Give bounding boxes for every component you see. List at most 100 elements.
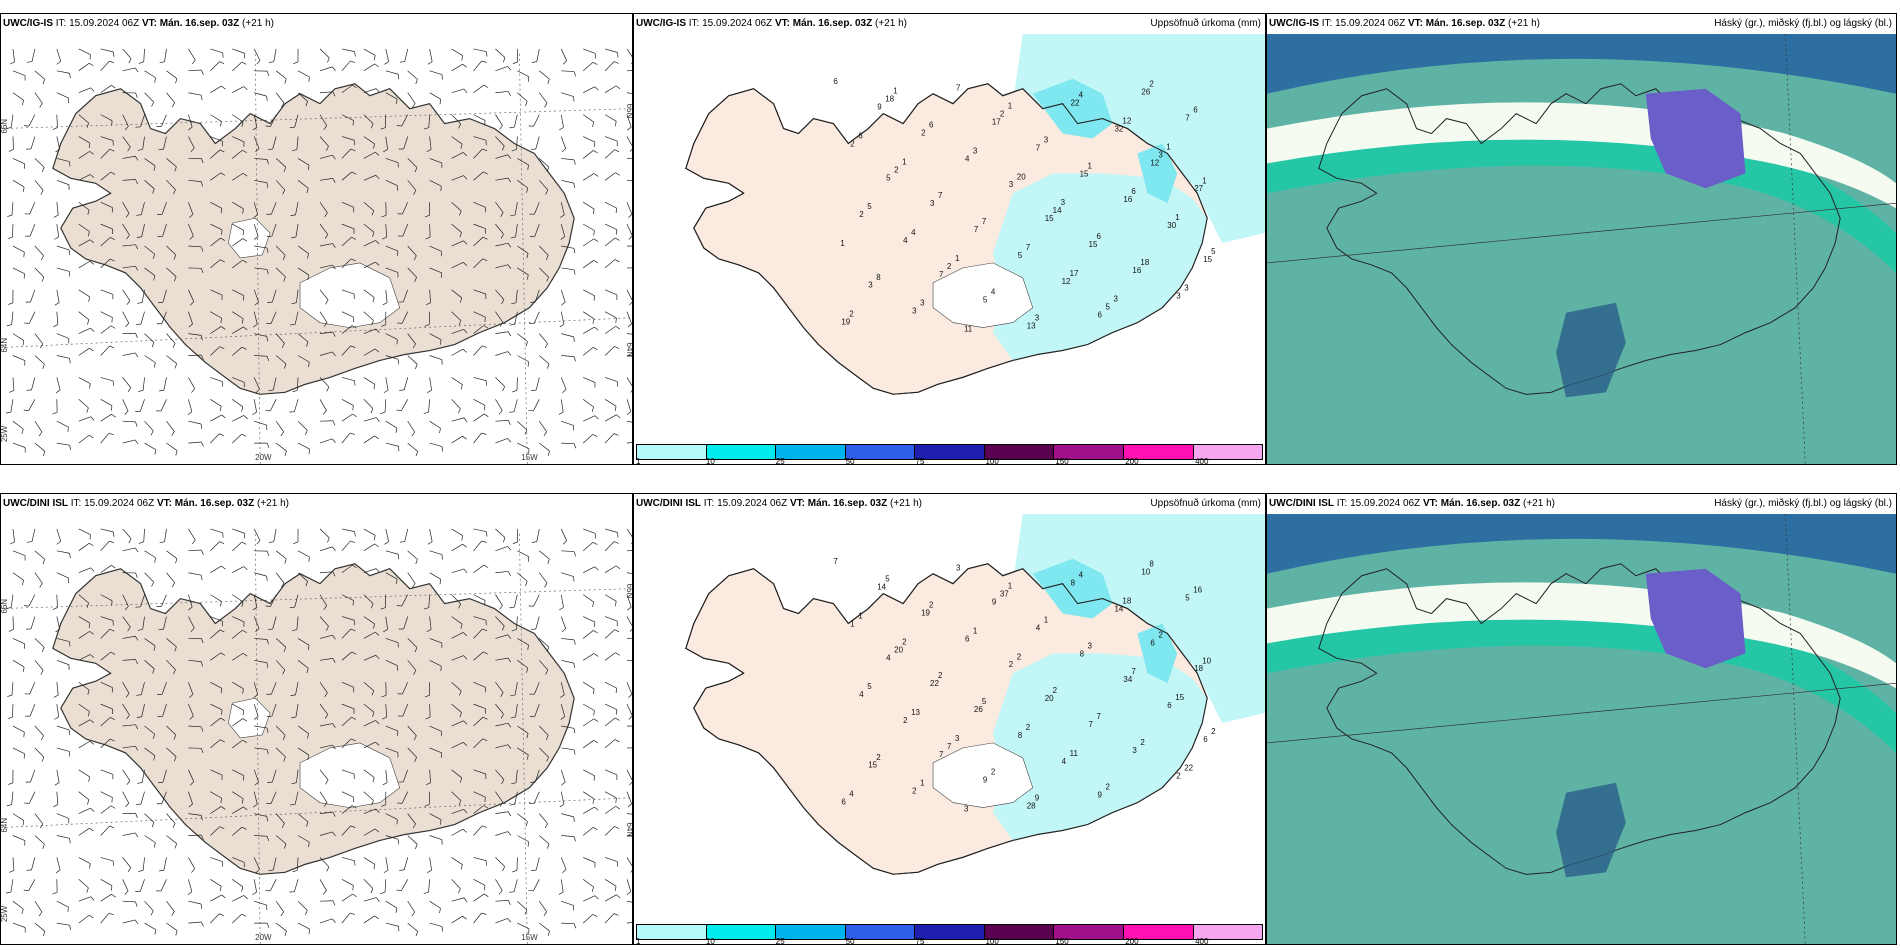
precip-value-label: 6 bbox=[929, 121, 934, 130]
wind-barb bbox=[56, 70, 71, 79]
wind-barb bbox=[23, 114, 36, 127]
wind-barb bbox=[429, 442, 443, 452]
wind-barb bbox=[473, 377, 487, 386]
cloud-map[interactable] bbox=[1267, 514, 1896, 944]
wind-barb bbox=[495, 114, 503, 130]
wind-barb bbox=[188, 921, 204, 927]
wind-barb bbox=[188, 289, 195, 306]
wind-barb bbox=[78, 151, 94, 159]
wind-barb bbox=[341, 325, 357, 334]
precip-value-label: 2 bbox=[1017, 652, 1022, 661]
wind-barb bbox=[265, 879, 277, 892]
wind-barb bbox=[290, 791, 299, 806]
wind-barb bbox=[254, 747, 269, 755]
wind-barb bbox=[137, 289, 145, 304]
wind-barb bbox=[166, 638, 177, 652]
wind-barb bbox=[253, 311, 258, 328]
wind-barb bbox=[407, 660, 417, 675]
wind-barb bbox=[275, 267, 286, 282]
glacier-vatnajokull bbox=[932, 742, 1034, 808]
wind-barb bbox=[12, 747, 25, 759]
wind-barb bbox=[427, 377, 432, 393]
precip-value-label: 1 bbox=[1044, 615, 1049, 624]
wind-barb bbox=[100, 60, 115, 72]
wind-barb bbox=[254, 725, 269, 733]
wind-barb bbox=[539, 638, 550, 652]
wind-barb bbox=[253, 136, 260, 153]
precip-value-label: 15 bbox=[1175, 693, 1184, 702]
wind-barb bbox=[561, 158, 576, 165]
wind-map[interactable]: 20W 15W 66N 64N 25W 65N 64N bbox=[1, 514, 632, 944]
wind-barb bbox=[517, 813, 528, 827]
precip-value-label: 1 bbox=[902, 157, 907, 166]
wind-barb bbox=[23, 594, 36, 607]
wind-barb bbox=[363, 201, 375, 216]
wind-barb bbox=[232, 594, 244, 607]
wind-barb bbox=[319, 546, 336, 552]
wind-barb bbox=[210, 149, 225, 159]
wind-barb bbox=[380, 879, 387, 895]
precip-value-label: 7 bbox=[1131, 667, 1136, 676]
wind-barb bbox=[266, 202, 277, 215]
wind-barb bbox=[363, 720, 380, 727]
wind-barb bbox=[407, 267, 417, 282]
cloud-map[interactable] bbox=[1267, 34, 1896, 464]
wind-barb bbox=[12, 900, 24, 914]
wind-barb bbox=[26, 616, 36, 630]
lat-label-64n: 64N bbox=[1, 338, 9, 353]
wind-barb bbox=[275, 420, 284, 437]
wind-barb bbox=[253, 682, 259, 698]
wind-barb bbox=[558, 399, 564, 415]
precip-value-label: 6 bbox=[1131, 187, 1136, 196]
wind-barb bbox=[473, 148, 488, 159]
wind-barb bbox=[210, 114, 222, 127]
wind-barb bbox=[158, 136, 167, 151]
wind-barb bbox=[122, 289, 131, 305]
lon-label-20w: 20W bbox=[255, 453, 272, 462]
wind-barb bbox=[319, 857, 330, 872]
wind-barb bbox=[232, 739, 248, 749]
precip-value-label: 34 bbox=[1123, 675, 1132, 684]
wind-barb bbox=[291, 289, 299, 305]
latitude-line bbox=[1, 797, 632, 828]
wind-barb bbox=[384, 48, 390, 65]
wind-barb bbox=[137, 616, 145, 631]
wind-barb bbox=[451, 328, 468, 334]
precip-map[interactable]: 6 5 7 17 15 6 12 15 9 3 5 7 15 26 27 3 2 7 13 15 16 7 2 3 4 5 22 16… bbox=[634, 34, 1265, 442]
wind-barb bbox=[319, 420, 336, 426]
wind-barb bbox=[627, 637, 632, 639]
wind-barb bbox=[55, 857, 61, 874]
precip-map[interactable]: 7 4 7 9 20 9 6 6 14 22 9 4 7 10 18 15 19 26 28 8 3 5 4 2 6 8 8 34 2 1… bbox=[634, 514, 1265, 922]
wind-barb bbox=[292, 136, 299, 152]
wind-barb bbox=[78, 631, 94, 639]
wind-barb bbox=[144, 572, 154, 587]
precip-value-label: 6 bbox=[1097, 232, 1102, 241]
wind-barb bbox=[511, 616, 518, 632]
wind-barb bbox=[232, 681, 244, 694]
wind-barb bbox=[559, 594, 564, 611]
precip-value-label: 7 bbox=[1097, 712, 1102, 721]
precip-value-label: 32 bbox=[1114, 125, 1123, 134]
wind-barb bbox=[12, 660, 25, 672]
wind-barb bbox=[451, 201, 462, 216]
wind-barb bbox=[429, 725, 442, 737]
precip-value-label: 1 bbox=[920, 779, 925, 788]
precip-value-label: 4 bbox=[965, 154, 970, 163]
wind-barb bbox=[56, 48, 62, 65]
wind-barb bbox=[363, 741, 380, 749]
wind-barb bbox=[188, 136, 195, 152]
wind-barb bbox=[451, 742, 468, 749]
wind-barb bbox=[407, 333, 416, 349]
wind-barb bbox=[473, 223, 487, 234]
wind-barb bbox=[385, 900, 398, 913]
wind-barb bbox=[122, 223, 130, 240]
wind-barb bbox=[341, 540, 356, 552]
wind-map[interactable]: 20W 15W 66N 64N 25W 65N 64N bbox=[1, 34, 632, 464]
wind-barb bbox=[363, 631, 380, 639]
wind-barb bbox=[424, 202, 431, 218]
wind-barb bbox=[137, 136, 145, 151]
wind-barb bbox=[451, 63, 467, 72]
wind-barb bbox=[78, 914, 94, 924]
wind-barb bbox=[100, 616, 114, 626]
low-cloud-layer bbox=[1267, 34, 1896, 464]
